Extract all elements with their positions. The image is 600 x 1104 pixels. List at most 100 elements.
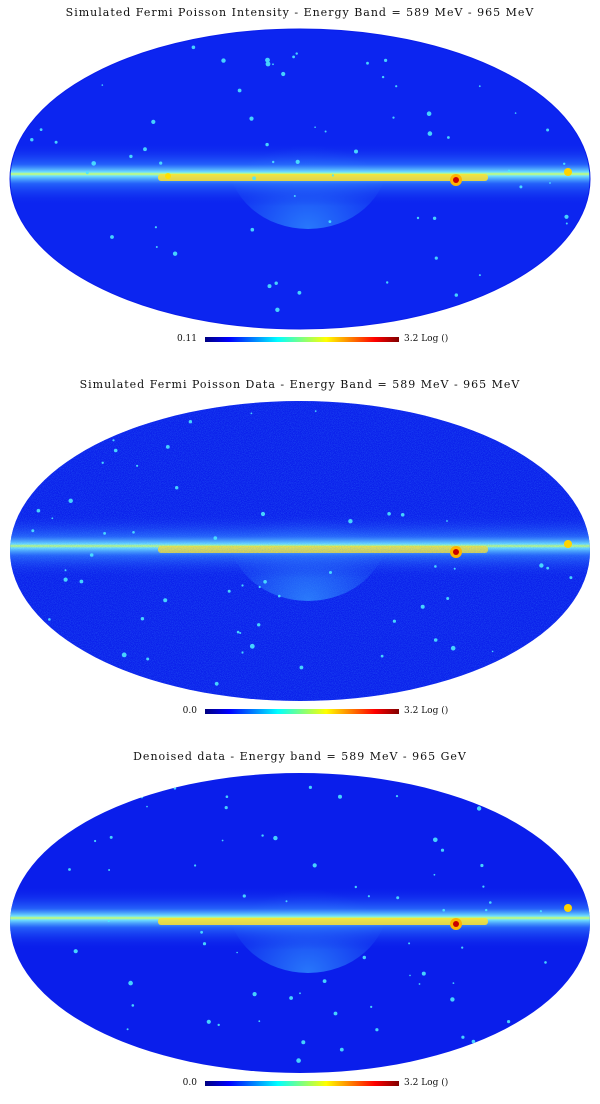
point-source [432,216,437,220]
point-source [249,643,255,649]
point-source [221,58,226,63]
point-source [236,630,240,634]
point-source [354,885,357,889]
point-source [134,416,138,420]
point-source [324,130,327,133]
point-source [173,787,177,790]
point-source [188,420,193,424]
point-source [109,835,113,839]
point-source [461,1035,465,1039]
point-source [549,182,551,184]
point-source [275,307,280,312]
point-source [395,85,398,88]
point-source [140,617,145,621]
point-source [101,461,104,464]
point-source [482,885,485,888]
point-source [331,174,334,177]
point-source [252,176,256,181]
point-source [217,1023,220,1027]
point-source [420,604,425,609]
point-source [44,447,48,451]
point-source [547,434,550,437]
point-source [396,896,400,900]
point-source [299,992,301,995]
colorbar-min: 0.0 [182,706,197,716]
point-source [129,154,133,159]
point-source [375,1028,379,1032]
point-source [138,417,141,420]
colorbar-unit: Log () [421,1078,449,1088]
point-source [91,288,96,293]
point-source [191,45,196,50]
point-source [292,55,295,59]
point-source [433,873,436,876]
point-source [64,684,68,689]
point-source [163,598,168,603]
point-source [239,632,242,634]
point-source [561,445,565,449]
colorbar-gradient [205,337,399,342]
point-source [450,997,455,1002]
point-source [252,992,257,997]
point-source [108,869,111,871]
point-source [79,579,84,584]
point-source [39,128,43,131]
point-source [454,293,458,297]
point-source [433,837,438,843]
point-source [370,1005,373,1008]
point-source [126,1028,129,1031]
point-source [281,71,286,77]
point-source [569,576,573,580]
point-source [381,75,385,79]
point-source [236,951,238,954]
point-source [263,580,267,584]
point-source [106,674,109,678]
point-source [141,1053,146,1058]
point-source [481,794,483,797]
point-source [155,246,158,248]
point-source [386,281,389,284]
point-source [96,410,101,415]
denoised-panel: Denoised data - Energy band = 589 MeV - … [0,744,600,1104]
poisson-data-panel: Simulated Fermi Poisson Data - Energy Ba… [0,372,600,732]
point-source [225,795,229,798]
point-source [136,464,139,467]
point-source [31,249,35,253]
point-source [250,412,253,415]
point-source [54,140,58,144]
point-source [461,946,464,949]
point-source [446,597,450,600]
point-source [471,1039,476,1044]
point-source [491,650,494,653]
point-source [333,1011,338,1016]
colorbar-max: 3.2 [404,1078,419,1088]
point-source [278,594,281,598]
colorbar-unit: Log () [421,334,449,344]
point-source [565,222,568,225]
point-source [354,149,358,154]
point-source [474,421,478,425]
point-source [544,961,547,964]
point-source [563,162,566,165]
point-source [312,863,317,868]
point-source [339,1047,344,1052]
point-source [257,623,261,627]
point-source [289,996,293,1000]
point-source [31,529,35,533]
point-source [70,297,73,300]
point-source [434,256,438,260]
point-source [348,519,353,524]
colorbar-max: 3.2 [404,706,419,716]
point-source [338,794,342,799]
point-source [249,116,254,121]
point-source [242,894,246,898]
point-source [392,619,396,623]
point-source [314,126,316,128]
point-source [421,971,426,976]
point-source [213,536,218,540]
point-source [36,508,41,513]
point-source [450,645,456,651]
point-source [69,283,73,287]
point-source [202,942,207,946]
sky-map [10,773,590,1073]
